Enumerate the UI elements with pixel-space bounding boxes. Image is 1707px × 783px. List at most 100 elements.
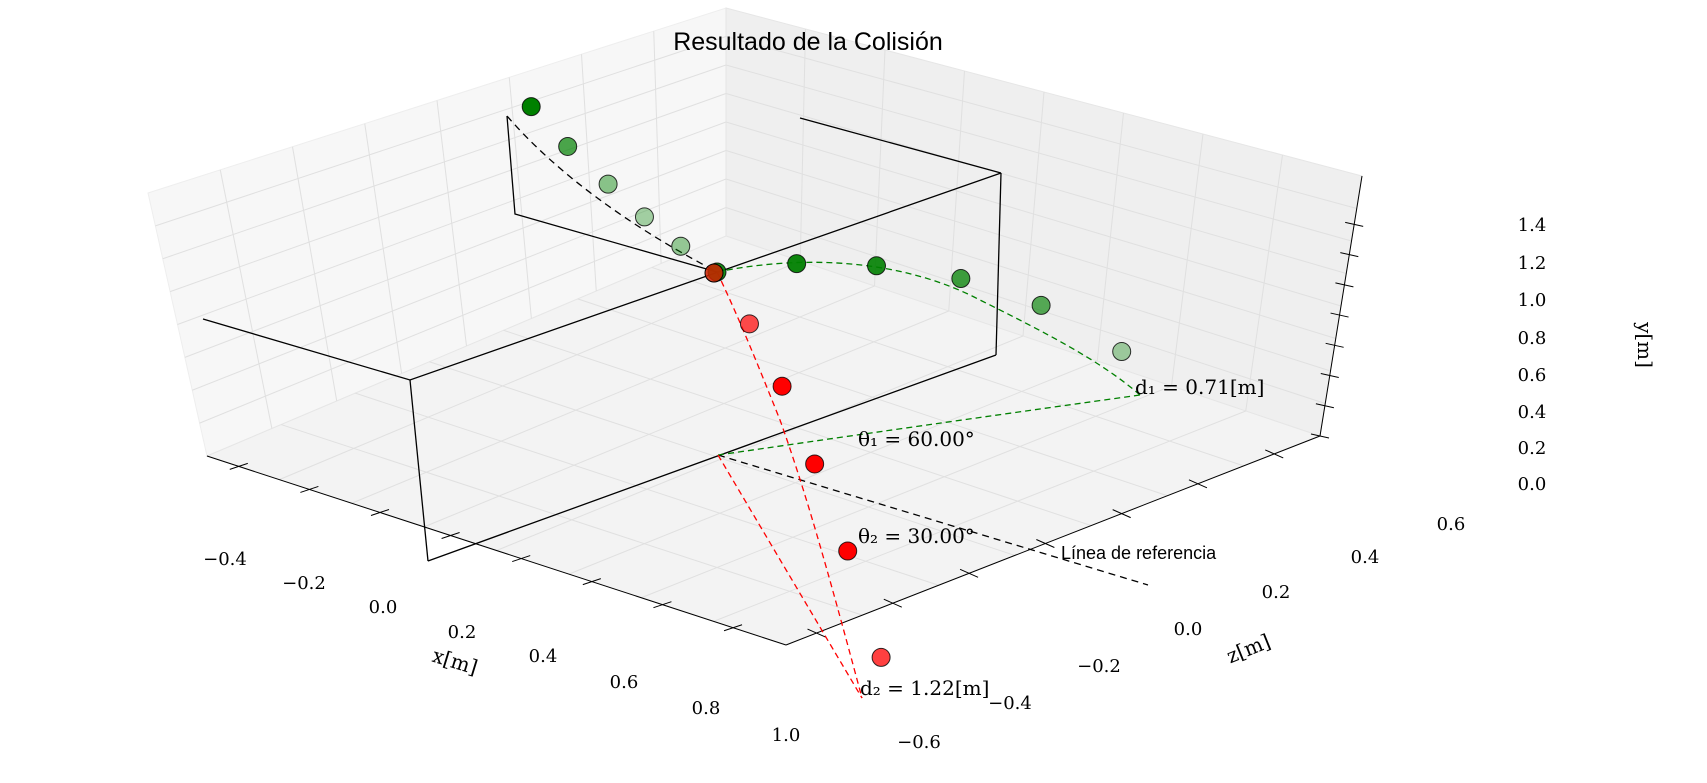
reference-line bbox=[717, 454, 1149, 586]
tick-mark bbox=[1310, 433, 1330, 439]
table-box bbox=[202, 115, 1002, 562]
data-markers bbox=[521, 97, 1132, 667]
z-tick-label: 0.0 bbox=[1174, 619, 1203, 640]
y-tick-label: 0.8 bbox=[1518, 328, 1547, 349]
grid-line bbox=[577, 298, 1168, 497]
tick-mark bbox=[1325, 342, 1344, 348]
grid-line bbox=[169, 93, 727, 293]
y-tick-labels: 0.0 0.2 0.4 0.6 0.8 1.0 1.2 1.4 bbox=[1518, 215, 1547, 495]
grid-line bbox=[725, 207, 1326, 404]
data-point bbox=[838, 541, 858, 561]
grid-line bbox=[162, 64, 727, 260]
theta2-annotation: θ₂ = 30.00° bbox=[858, 524, 975, 548]
tick-mark bbox=[582, 578, 601, 586]
x-tick-label: 0.8 bbox=[692, 698, 721, 719]
data-point bbox=[558, 136, 578, 156]
tick-mark bbox=[883, 598, 903, 608]
tick-mark bbox=[1315, 403, 1334, 409]
data-point bbox=[772, 376, 792, 396]
data-point bbox=[671, 236, 691, 256]
grid-line bbox=[279, 260, 801, 481]
grid-line bbox=[568, 360, 1098, 575]
y-tick-label: 1.4 bbox=[1518, 215, 1547, 236]
z-tick-label: −0.6 bbox=[897, 732, 941, 753]
y-tick-label: 0.4 bbox=[1518, 402, 1547, 423]
tick-mark bbox=[1345, 221, 1364, 227]
tick-mark bbox=[300, 485, 319, 493]
x-tick-label: 0.2 bbox=[448, 622, 477, 643]
d2-annotation: d₂ = 1.22[m] bbox=[860, 676, 989, 700]
theta1-line bbox=[717, 394, 1141, 456]
grid-line bbox=[351, 285, 875, 504]
theta1-annotation: θ₁ = 60.00° bbox=[858, 427, 975, 451]
tick-marks bbox=[229, 221, 1364, 638]
incoming-trajectory bbox=[506, 115, 718, 273]
tick-mark bbox=[1330, 312, 1349, 318]
z-tick-labels: −0.6 −0.4 −0.2 0.0 0.2 0.4 0.6 bbox=[897, 514, 1465, 753]
data-point bbox=[1031, 295, 1051, 315]
grid-line bbox=[177, 121, 727, 325]
y-tick-label: 0.2 bbox=[1518, 438, 1547, 459]
tick-mark bbox=[229, 462, 248, 470]
tick-mark bbox=[1112, 509, 1131, 519]
x-tick-label: −0.2 bbox=[282, 573, 326, 594]
x-tick-label: 0.0 bbox=[369, 597, 398, 618]
data-point bbox=[787, 254, 807, 274]
data-point bbox=[598, 174, 618, 194]
z-tick-label: −0.4 bbox=[988, 693, 1032, 714]
grid-line bbox=[503, 329, 1092, 527]
tick-mark bbox=[1320, 373, 1339, 379]
y-tick-label: 1.0 bbox=[1518, 290, 1547, 311]
grid-line bbox=[713, 410, 1246, 622]
grid-lines bbox=[155, 28, 1357, 622]
tick-mark bbox=[512, 555, 531, 563]
grid-line bbox=[184, 150, 727, 358]
annotations: d₁ = 0.71[m] d₂ = 1.22[m] θ₁ = 60.00° θ₂… bbox=[858, 375, 1264, 700]
grid-line bbox=[725, 64, 1352, 242]
tick-mark bbox=[1188, 479, 1208, 489]
x-tick-label: 1.0 bbox=[772, 725, 801, 746]
grid-line bbox=[423, 310, 949, 528]
grid-line bbox=[155, 36, 727, 227]
data-point bbox=[739, 314, 759, 334]
grid-line bbox=[725, 121, 1342, 307]
data-point bbox=[871, 647, 891, 667]
z-tick-label: 0.6 bbox=[1437, 514, 1466, 535]
grid-line bbox=[199, 207, 727, 424]
tick-mark bbox=[653, 601, 672, 609]
z-tick-label: 0.2 bbox=[1262, 582, 1291, 603]
y-axis-label: y[m] bbox=[1633, 321, 1657, 368]
tick-mark bbox=[959, 568, 979, 578]
theta2-line bbox=[717, 454, 863, 699]
x-axis-label: x[m] bbox=[430, 643, 481, 679]
tick-mark bbox=[441, 532, 460, 539]
grid-line bbox=[496, 335, 1024, 551]
data-point bbox=[867, 256, 886, 276]
tick-mark bbox=[1265, 449, 1284, 459]
axis-lines bbox=[206, 175, 1363, 646]
tick-mark bbox=[807, 628, 826, 638]
data-point bbox=[704, 263, 724, 283]
data-point bbox=[805, 454, 825, 474]
y-tick-label: 0.6 bbox=[1518, 365, 1547, 386]
x-tick-label: 0.4 bbox=[529, 646, 558, 667]
grid-line bbox=[725, 150, 1336, 339]
grid-line bbox=[725, 178, 1331, 372]
reference-annotation: Línea de referencia bbox=[1061, 543, 1217, 563]
y-tick-label: 0.0 bbox=[1518, 474, 1547, 495]
tick-mark bbox=[370, 508, 390, 516]
grid-line bbox=[725, 36, 1357, 209]
grid-line bbox=[651, 266, 1244, 467]
x-tick-label: 0.6 bbox=[610, 672, 639, 693]
z-axis-label: z[m] bbox=[1223, 629, 1274, 668]
tick-mark bbox=[1335, 282, 1354, 288]
tick-mark bbox=[723, 624, 743, 632]
data-point bbox=[521, 97, 541, 117]
grid-line bbox=[192, 178, 727, 391]
x-tick-labels: −0.4 −0.2 0.0 0.2 0.4 0.6 0.8 1.0 bbox=[203, 549, 800, 746]
d1-annotation: d₁ = 0.71[m] bbox=[1135, 375, 1264, 399]
chart-title: Resultado de la Colisión bbox=[673, 28, 943, 56]
tick-mark bbox=[1340, 252, 1359, 258]
data-point bbox=[634, 207, 654, 227]
